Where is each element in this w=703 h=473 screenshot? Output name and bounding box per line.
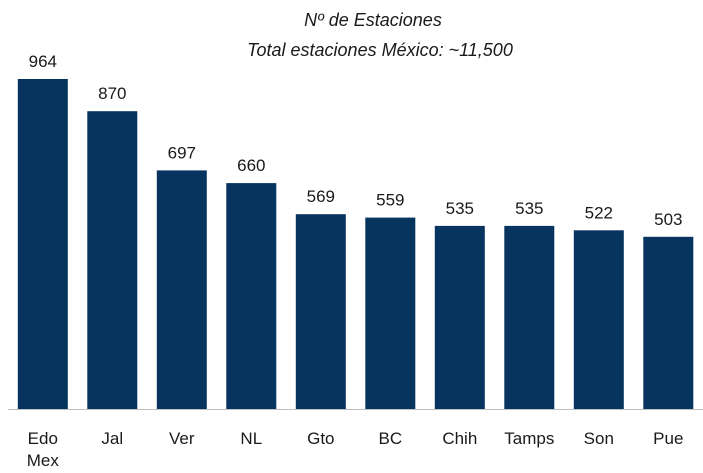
x-tick-label: NL [240,429,262,448]
value-label: 697 [168,143,196,162]
value-label: 535 [446,199,474,218]
value-labels-group: 964 870 697 660 569 559 535 535 522 503 [29,52,683,229]
bar-tamps [504,225,555,409]
value-label: 964 [29,52,57,71]
chart-title: Nº de Estaciones [304,10,442,30]
x-tick-label: Chih [442,429,477,448]
bar-ver [156,170,207,409]
bar-bc [365,217,416,409]
x-tick-label: Son [584,429,614,448]
chart-subtitle: Total estaciones México: ~11,500 [247,40,513,60]
x-tick-label: Ver [169,429,195,448]
bar-chih [434,225,485,409]
value-label: 522 [585,203,613,222]
bar-jal [87,111,138,409]
bar-nl [226,183,277,409]
x-tick-label: Edo Mex [27,429,60,470]
x-tick-label: BC [378,429,402,448]
x-tick-label: Pue [653,429,683,448]
value-label: 535 [515,199,543,218]
x-tick-label: Jal [101,429,123,448]
value-label: 870 [98,84,126,103]
value-label: 569 [307,187,335,206]
bar-son [573,230,624,409]
bar-gto [295,214,346,409]
x-tick-label: Gto [307,429,334,448]
value-label: 660 [237,156,265,175]
bar-pue [643,236,694,409]
x-tick-labels-group: Edo Mex Jal Ver NL Gto BC Chih Tamps Son Pue [27,429,684,470]
value-label: 559 [376,191,404,210]
x-tick-label: Tamps [504,429,554,448]
bars-group [17,79,694,409]
bar-edo-mex [17,79,68,409]
value-label: 503 [654,210,682,229]
